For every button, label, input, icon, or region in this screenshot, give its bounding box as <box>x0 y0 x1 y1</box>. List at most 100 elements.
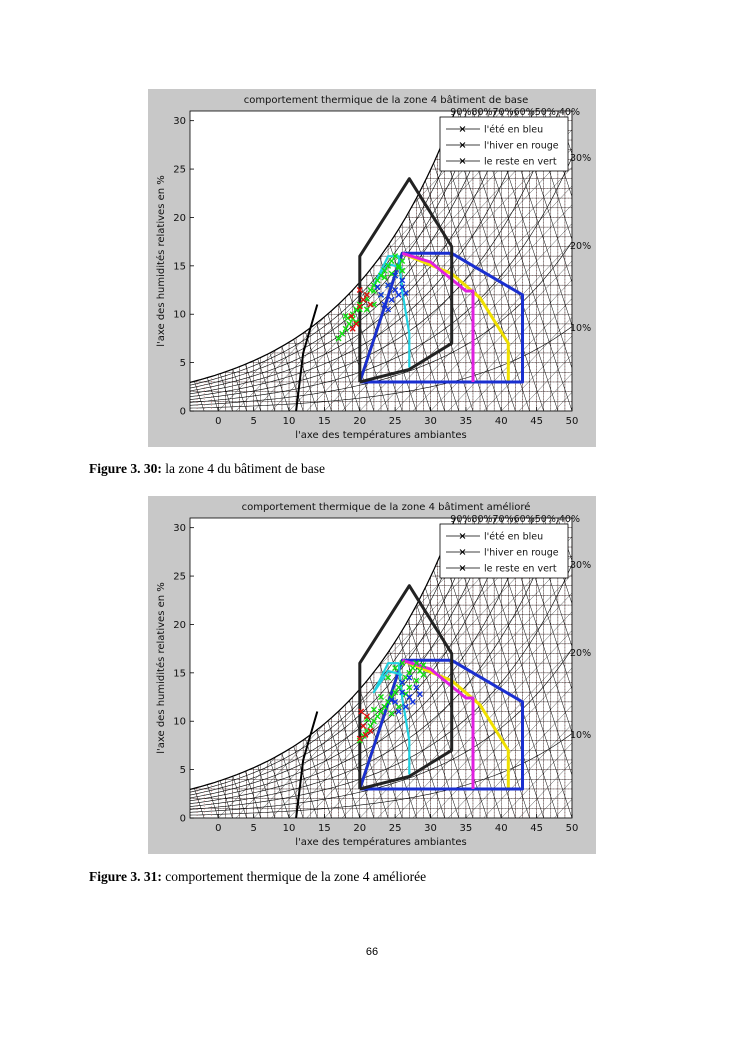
y-axis-label: l'axe des humidités relatives en % <box>155 582 167 754</box>
legend-entry: l'été en bleu <box>484 125 543 136</box>
data-point <box>406 674 413 681</box>
data-point <box>399 277 406 284</box>
data-point <box>392 287 399 294</box>
x-tick-label: 40 <box>495 416 508 427</box>
figure-1-caption: Figure 3. 30: la zone 4 du bâtiment de b… <box>89 461 325 477</box>
data-point <box>378 272 384 279</box>
data-point <box>348 313 355 320</box>
legend-entry: l'hiver en rouge <box>484 548 559 559</box>
data-point <box>363 306 370 313</box>
wetbulb-line <box>518 354 572 411</box>
x-tick-label: 10 <box>283 416 296 427</box>
legend-marker <box>459 158 466 164</box>
y-tick-label: 25 <box>173 572 186 583</box>
axes-box <box>189 110 573 412</box>
wetbulb-line <box>465 298 572 411</box>
x-tick-label: 15 <box>318 416 331 427</box>
data-point <box>342 325 349 332</box>
x-tick-label: 25 <box>389 416 402 427</box>
wetbulb-line <box>430 667 572 818</box>
data-point <box>349 325 356 332</box>
saturation-mask <box>190 111 456 383</box>
y-axis-label: l'axe des humidités relatives en % <box>155 175 167 347</box>
data-point <box>385 282 392 289</box>
y-tick-label: 15 <box>173 668 186 679</box>
wetbulb-line <box>483 316 572 411</box>
comfort-zone-cyan <box>372 662 411 775</box>
y-tick-label: 20 <box>173 620 186 631</box>
saturation-curve <box>190 518 456 790</box>
comfort-zone-black <box>358 584 454 791</box>
legend-entry: le reste en vert <box>484 157 557 168</box>
legend-marker <box>459 126 466 132</box>
x-tick-label: 30 <box>424 823 437 834</box>
top-rh-labels: 90%80%70%60%50% 40% <box>450 514 580 525</box>
data-point <box>385 698 392 705</box>
data-point <box>353 320 360 327</box>
data-point <box>388 710 395 717</box>
data-point <box>392 253 399 260</box>
y-tick-label: 0 <box>180 407 186 418</box>
data-point <box>385 674 392 681</box>
passive-line <box>295 711 319 818</box>
legend-entry: l'été en bleu <box>484 532 543 543</box>
passive-line <box>295 304 319 411</box>
data-point <box>358 708 365 715</box>
wetbulb-line <box>448 686 572 818</box>
data-point <box>374 277 381 284</box>
data-point <box>378 708 384 715</box>
data-point <box>374 713 381 720</box>
data-point <box>413 660 420 667</box>
data-point <box>409 698 416 705</box>
data-point <box>388 270 395 277</box>
y-tick-label: 25 <box>173 165 186 176</box>
legend-entry: le reste en vert <box>484 564 557 575</box>
legend-marker <box>459 549 466 555</box>
chart-2: 0 5 10 15 20 25 30 35 40 45 50 0 5 10 15 20 25 30 comporte… <box>148 496 596 854</box>
wetbulb-line <box>518 761 572 818</box>
data-point <box>395 264 402 271</box>
data-point <box>367 727 374 734</box>
right-rh-label: 10% <box>570 730 591 741</box>
data-point <box>399 679 406 686</box>
x-axis-label: l'axe des températures ambiantes <box>295 429 466 441</box>
data-point <box>406 669 413 676</box>
data-point <box>392 698 399 705</box>
data-point <box>392 665 399 671</box>
data-point <box>367 723 374 730</box>
data-point <box>399 284 406 291</box>
page-number: 66 <box>365 946 379 958</box>
y-tick-label: 15 <box>173 261 186 272</box>
y-tick-label: 0 <box>180 814 186 825</box>
data-point <box>344 315 351 322</box>
chart-1: 0 5 10 15 20 25 30 35 40 45 50 0 5 10 15 20 25 30 comporte… <box>148 89 596 447</box>
right-rh-label: 20% <box>570 241 591 252</box>
y-tick-label: 10 <box>173 717 186 728</box>
data-point <box>399 258 406 264</box>
x-tick-label: 40 <box>495 823 508 834</box>
wetbulb-line <box>501 742 572 818</box>
figure-2: 0 5 10 15 20 25 30 35 40 45 50 0 5 10 15 20 25 30 comporte… <box>148 496 596 854</box>
data-point <box>395 703 402 710</box>
wetbulb-line <box>341 573 572 818</box>
top-rh-labels: 90%80%70%60%50% 40% <box>450 107 580 118</box>
legend-marker <box>459 533 466 539</box>
data-point <box>370 718 377 725</box>
data-point <box>416 691 423 698</box>
chart-title: comportement thermique de la zone 4 bâti… <box>244 94 529 106</box>
data-point <box>413 677 420 684</box>
data-point <box>356 301 363 308</box>
figure-2-caption: Figure 3. 31: comportement thermique de … <box>89 869 426 885</box>
data-point <box>395 262 402 269</box>
caption-label: Figure 3. 31: <box>89 869 162 884</box>
data-point <box>381 267 388 274</box>
caption-label: Figure 3. 30: <box>89 461 162 476</box>
data-point <box>370 706 377 713</box>
data-point <box>363 713 370 720</box>
data-point <box>406 684 413 691</box>
data-point <box>388 296 395 303</box>
data-point <box>402 703 409 710</box>
saturation-curve <box>190 111 456 383</box>
comfort-zone-blue <box>358 658 524 791</box>
psychrometric-grid <box>190 518 572 818</box>
